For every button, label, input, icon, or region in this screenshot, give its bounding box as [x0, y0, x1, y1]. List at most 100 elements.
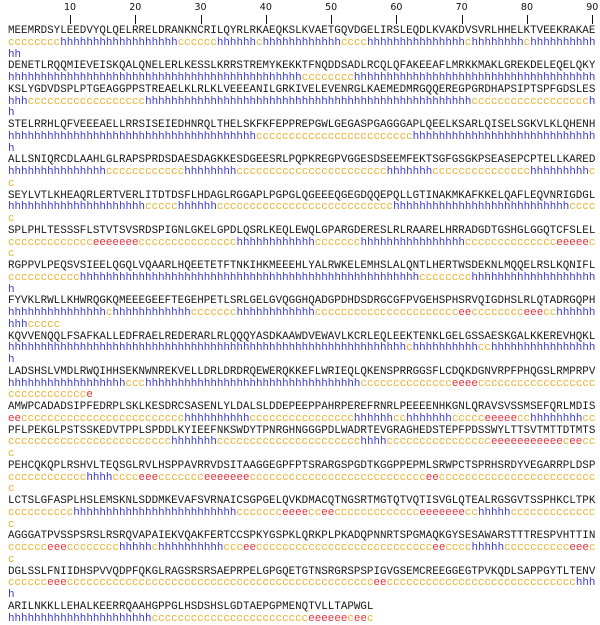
ruler-label: 60 — [390, 2, 402, 13]
coil-run: cccccccc — [419, 272, 471, 284]
strand-run: ee — [321, 507, 334, 519]
coil-run: cccccccccccccccccccccc — [217, 436, 361, 448]
helix-run: hhhhhhhhhh — [413, 342, 478, 354]
ruler-tick — [331, 15, 332, 24]
secondary-structure-line: hhhhhhhhhhhhhhhhhhccchhhhhhhhhhhhhhhhhhh… — [8, 379, 596, 403]
coil-run: ccccccccccccccccccccccccccc — [256, 542, 432, 554]
helix-run: hhhhhhhhhhhhhhhhhhhhhhhhhhhhhhhhhhhhhhhh… — [145, 96, 471, 108]
strand-run: eee — [47, 542, 67, 554]
helix-run: hhhhhhhh — [471, 37, 523, 49]
coil-run: cc — [543, 307, 556, 319]
coil-run: ccccccccccccccc — [139, 237, 237, 249]
secondary-structure-line: cccccccccccchhhhcccceeeccccccceeeeeeeccc… — [8, 473, 596, 497]
ruler-label: 40 — [260, 2, 272, 13]
helix-run: hhhhhhhhhhhhhhhhhh — [60, 37, 177, 49]
coil-run: cccccccccccccccccc — [28, 96, 145, 108]
strand-run: ee — [8, 413, 21, 425]
helix-run: hhhhhhhhh — [530, 166, 589, 178]
coil-run: ccccccccccccccccccccccccccc — [217, 201, 393, 213]
ruler-tick — [527, 15, 528, 24]
secondary-structure-line: hhhhhhhhhhhhhhhhhhhhhhhhhhhhhhhhhhhhhhhh… — [8, 73, 596, 85]
helix-run: hhhhhhhh — [184, 166, 236, 178]
ruler-label: 90 — [586, 2, 598, 13]
coil-run: ccccc — [28, 319, 61, 331]
coil-run: ccccc — [452, 413, 485, 425]
helix-run: hhhhhhhhhhhhhhhhhhhhhh — [8, 613, 152, 625]
helix-run: hhh — [8, 96, 28, 108]
secondary-structure-line: cccccceeeccccccccccccccccccccccccccccccc… — [8, 578, 596, 602]
coil-run: cc — [393, 413, 406, 425]
sequence-rows: MEEMRDSYLEEDVYQLQELRRELDRANKNCRILQYRLRKA… — [8, 26, 596, 625]
helix-run: hhhhhhhhhhhhhhh — [8, 166, 106, 178]
helix-run: hhhhhhhhhhhhhhhh — [360, 237, 464, 249]
coil-run: ccccccccccccc — [8, 237, 93, 249]
coil-run: cccccc — [178, 37, 217, 49]
coil-run: ccccccccccccccccccccccccccc — [250, 472, 426, 484]
coil-run: cccccccccc — [8, 507, 73, 519]
secondary-structure-line: eeccccccccccccccccccccccccchhhhhhhhhhccc… — [8, 414, 596, 426]
strand-run: ee — [426, 472, 439, 484]
coil-run: ccccc — [145, 201, 178, 213]
helix-run: hhhhhhhhhhhhhhhhhhhhhhhhhhh — [393, 201, 569, 213]
helix-run: hhhhhh — [217, 37, 256, 49]
ruler-tick — [70, 15, 71, 24]
strand-run: eee — [139, 472, 159, 484]
coil-run: cccccc — [8, 577, 47, 589]
helix-run: hhhhhhhh — [530, 413, 582, 425]
helix-run: hhhh — [360, 436, 386, 448]
helix-run: hhhh — [86, 472, 112, 484]
coil-run: cccc — [445, 542, 471, 554]
coil-run: ccccccc — [158, 472, 204, 484]
helix-run: hhhhh — [471, 542, 504, 554]
ruler-label: 50 — [325, 2, 337, 13]
ruler-tick — [201, 15, 202, 24]
coil-run: cc — [517, 413, 530, 425]
coil-run: ccccccc — [191, 307, 237, 319]
strand-run: eeeeee — [308, 613, 347, 625]
helix-run: hhhhhhhhhhhhhhhhhhhhhhhhhhhhhhhhhhhhhh — [8, 131, 256, 143]
coil-run: cccc — [112, 472, 138, 484]
helix-run: hhhhhhhhhhhhhhh — [367, 37, 465, 49]
ruler-tick — [592, 15, 593, 24]
ruler-label: 70 — [456, 2, 468, 13]
coil-run: cccccc — [8, 542, 47, 554]
secondary-structure-line: hhhhhhhhhhhhhhhhhhhhhccccchhhhhhcccccccc… — [8, 202, 596, 226]
helix-run: hhhhhhh — [406, 413, 452, 425]
coil-run: cccccccc — [67, 542, 119, 554]
strand-run: eee — [569, 542, 589, 554]
coil-run: cccccccccccccc — [465, 237, 556, 249]
coil-run: ccccccccccccc — [334, 507, 419, 519]
coil-run: cccccccccccccccccccccccc — [152, 613, 309, 625]
secondary-structure-line: ccccccccccccceeeeeeeccccccccccccccc hhhhh… — [8, 238, 596, 262]
coil-run: cc — [465, 507, 478, 519]
coil-run: ccccccccccc — [8, 272, 80, 284]
ruler-label: 80 — [521, 2, 533, 13]
helix-run: hhhhh — [478, 507, 511, 519]
strand-run: e — [86, 389, 93, 401]
coil-run: cccccccccccccccc — [387, 436, 491, 448]
helix-run: hhhhhhhhhhhhhhh — [8, 307, 106, 319]
strand-run: eeeee — [556, 237, 589, 249]
strand-run: eee — [524, 307, 544, 319]
strand-run: eeee — [452, 378, 478, 390]
strand-run: ee — [374, 577, 387, 589]
helix-run: hhhhhhhhhhhhhhhhhhhhh — [8, 201, 145, 213]
strand-run: eeeeeee — [93, 237, 139, 249]
coil-run: ccc — [125, 378, 145, 390]
coil-run: ccccccccccccccc — [432, 166, 530, 178]
helix-run: hhhhhhhhhhhhhhhhhhhhhhhhhhhhhhhhh — [145, 378, 360, 390]
coil-run: ccccccccccccccccccccccccc — [21, 413, 184, 425]
secondary-structure-line: hhhhhhhhhhhhhhhhhhhhhhhhhhhhhhhhhhhhhhcc… — [8, 132, 596, 156]
secondary-structure-line: hhhhhhhhhhhhhhhchhhhhhhhhhhhccccccchhhhh… — [8, 308, 596, 332]
coil-run: cccccccc — [471, 307, 523, 319]
coil-run: cccc — [341, 37, 367, 49]
coil-run: cccccccccccccccc — [249, 413, 353, 425]
coil-run: cccccccccccc — [8, 472, 86, 484]
coil-run: ccccccccccccccccccccccc — [236, 166, 386, 178]
helix-run: hhhhhhhhhhhhhhhhhhhhhhhhhhhhhhhhhhhhhhhh… — [8, 342, 406, 354]
strand-run: eeee — [282, 507, 308, 519]
helix-run: hhhhhhhhhhhhhhhhhhhhhhhhhhhhhhhhhhhhhhhh… — [8, 72, 302, 84]
strand-run: eeeeeee — [419, 507, 465, 519]
ruler-label: 10 — [64, 2, 76, 13]
